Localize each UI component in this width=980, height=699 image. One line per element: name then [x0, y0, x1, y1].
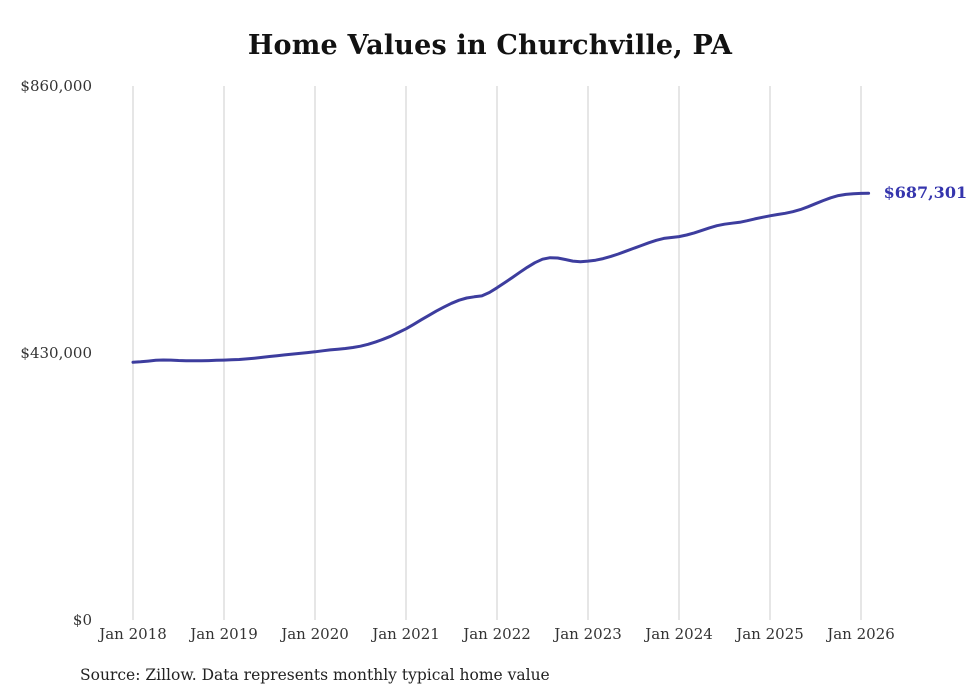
x-tick-label: Jan 2018: [99, 625, 167, 643]
x-tick-label: Jan 2023: [554, 625, 622, 643]
y-tick-label: $860,000: [20, 77, 92, 95]
y-tick-label: $0: [72, 611, 92, 629]
x-tick-label: Jan 2022: [463, 625, 531, 643]
x-tick-label: Jan 2026: [827, 625, 895, 643]
latest-value-label: $687,301: [883, 183, 968, 203]
x-tick-label: Jan 2019: [190, 625, 258, 643]
chart-title: Home Values in Churchville, PA: [247, 30, 733, 61]
value-line: [131, 191, 871, 364]
y-axis-labels: $860,000 $430,000 $0: [0, 0, 96, 699]
y-tick-label: $430,000: [20, 344, 92, 362]
x-tick-label: Jan 2020: [281, 625, 349, 643]
x-tick-label: Jan 2025: [736, 625, 804, 643]
x-tick-label: Jan 2024: [645, 625, 713, 643]
x-tick-label: Jan 2021: [372, 625, 440, 643]
source-note: Source: Zillow. Data represents monthly …: [80, 666, 550, 684]
